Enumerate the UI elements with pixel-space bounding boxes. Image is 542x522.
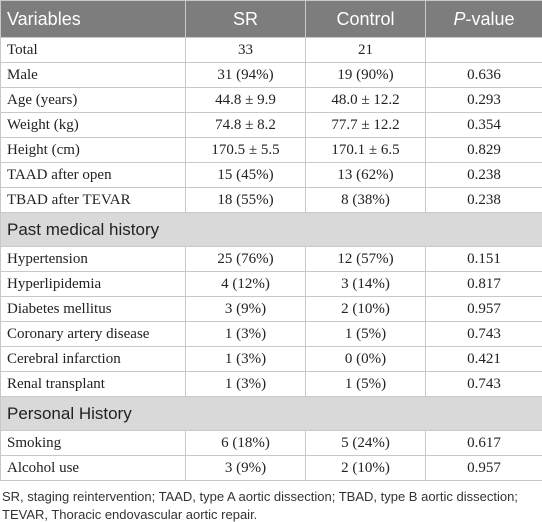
- cell: 0.293: [425, 87, 542, 113]
- cell: 77.7 ± 12.2: [305, 112, 426, 138]
- cell: 18 (55%): [185, 187, 306, 213]
- header-cell: Control: [305, 0, 426, 38]
- table-row: TBAD after TEVAR 18 (55%) 8 (38%) 0.238: [0, 187, 542, 213]
- cell: 1 (5%): [305, 371, 426, 397]
- cell: 25 (76%): [185, 246, 306, 272]
- table-row: Hyperlipidemia 4 (12%) 3 (14%) 0.817: [0, 271, 542, 297]
- row-label: Cerebral infarction: [0, 346, 186, 372]
- cell: 33: [185, 37, 306, 63]
- cell: 15 (45%): [185, 162, 306, 188]
- cell: 0.238: [425, 187, 542, 213]
- cell: 12 (57%): [305, 246, 426, 272]
- table-row: TAAD after open 15 (45%) 13 (62%) 0.238: [0, 162, 542, 188]
- cell: 0.817: [425, 271, 542, 297]
- cell: 6 (18%): [185, 430, 306, 456]
- cell: 3 (9%): [185, 455, 306, 481]
- cell: 2 (10%): [305, 455, 426, 481]
- cell: 31 (94%): [185, 62, 306, 88]
- cell: 0.743: [425, 321, 542, 347]
- section-title: Past medical history: [0, 212, 542, 247]
- cell: 1 (5%): [305, 321, 426, 347]
- cell: 8 (38%): [305, 187, 426, 213]
- cell: 2 (10%): [305, 296, 426, 322]
- section-row: Personal History: [0, 396, 542, 431]
- row-label: Renal transplant: [0, 371, 186, 397]
- table-row: Weight (kg) 74.8 ± 8.2 77.7 ± 12.2 0.354: [0, 112, 542, 138]
- cell: 0.421: [425, 346, 542, 372]
- cell: 1 (3%): [185, 321, 306, 347]
- cell: 0.743: [425, 371, 542, 397]
- row-label: Weight (kg): [0, 112, 186, 138]
- table-row: Renal transplant 1 (3%) 1 (5%) 0.743: [0, 371, 542, 397]
- section-row: Past medical history: [0, 212, 542, 247]
- cell: 0.238: [425, 162, 542, 188]
- row-label: Total: [0, 37, 186, 63]
- cell: [425, 37, 542, 63]
- cell: 3 (14%): [305, 271, 426, 297]
- cell: 0.957: [425, 455, 542, 481]
- table-row: Cerebral infarction 1 (3%) 0 (0%) 0.421: [0, 346, 542, 372]
- row-label: Hyperlipidemia: [0, 271, 186, 297]
- section-title: Personal History: [0, 396, 542, 431]
- table-row: Male 31 (94%) 19 (90%) 0.636: [0, 62, 542, 88]
- table-row: Diabetes mellitus 3 (9%) 2 (10%) 0.957: [0, 296, 542, 322]
- row-label: Alcohol use: [0, 455, 186, 481]
- row-label: Hypertension: [0, 246, 186, 272]
- table-row: Coronary artery disease 1 (3%) 1 (5%) 0.743: [0, 321, 542, 347]
- cell: 1 (3%): [185, 346, 306, 372]
- cell: 170.1 ± 6.5: [305, 137, 426, 163]
- row-label: TBAD after TEVAR: [0, 187, 186, 213]
- cell: 5 (24%): [305, 430, 426, 456]
- data-table: Variables SR Control P-value Total 33 21 Ma…: [0, 0, 542, 481]
- header-row: Variables SR Control P-value: [0, 0, 542, 38]
- table-row: Hypertension 25 (76%) 12 (57%) 0.151: [0, 246, 542, 272]
- row-label: Smoking: [0, 430, 186, 456]
- cell: 1 (3%): [185, 371, 306, 397]
- cell: 0.829: [425, 137, 542, 163]
- cell: 0.636: [425, 62, 542, 88]
- cell: 0.354: [425, 112, 542, 138]
- table-row: Alcohol use 3 (9%) 2 (10%) 0.957: [0, 455, 542, 481]
- header-italic: P: [453, 8, 466, 29]
- cell: 48.0 ± 12.2: [305, 87, 426, 113]
- cell: 44.8 ± 9.9: [185, 87, 306, 113]
- cell: 0 (0%): [305, 346, 426, 372]
- header-cell: SR: [185, 0, 306, 38]
- footnote: SR, staging reintervention; TAAD, type A…: [2, 489, 518, 522]
- cell: 0.957: [425, 296, 542, 322]
- cell: 0.617: [425, 430, 542, 456]
- cell: 21: [305, 37, 426, 63]
- table-row: Age (years) 44.8 ± 9.9 48.0 ± 12.2 0.293: [0, 87, 542, 113]
- row-label: Diabetes mellitus: [0, 296, 186, 322]
- cell: 74.8 ± 8.2: [185, 112, 306, 138]
- cell: 170.5 ± 5.5: [185, 137, 306, 163]
- header-cell: P-value: [425, 0, 542, 38]
- table-row: Smoking 6 (18%) 5 (24%) 0.617: [0, 430, 542, 456]
- table-row: Height (cm) 170.5 ± 5.5 170.1 ± 6.5 0.829: [0, 137, 542, 163]
- row-label: Height (cm): [0, 137, 186, 163]
- header-cell: Variables: [0, 0, 186, 38]
- cell: 13 (62%): [305, 162, 426, 188]
- row-label: Male: [0, 62, 186, 88]
- row-label: TAAD after open: [0, 162, 186, 188]
- row-label: Coronary artery disease: [0, 321, 186, 347]
- header-text: -value: [465, 8, 515, 29]
- cell: 4 (12%): [185, 271, 306, 297]
- table-body: Total 33 21 Male 31 (94%) 19 (90%) 0.636 Age (y…: [0, 37, 542, 481]
- table-row: Total 33 21: [0, 37, 542, 63]
- cell: 0.151: [425, 246, 542, 272]
- cell: 19 (90%): [305, 62, 426, 88]
- row-label: Age (years): [0, 87, 186, 113]
- cell: 3 (9%): [185, 296, 306, 322]
